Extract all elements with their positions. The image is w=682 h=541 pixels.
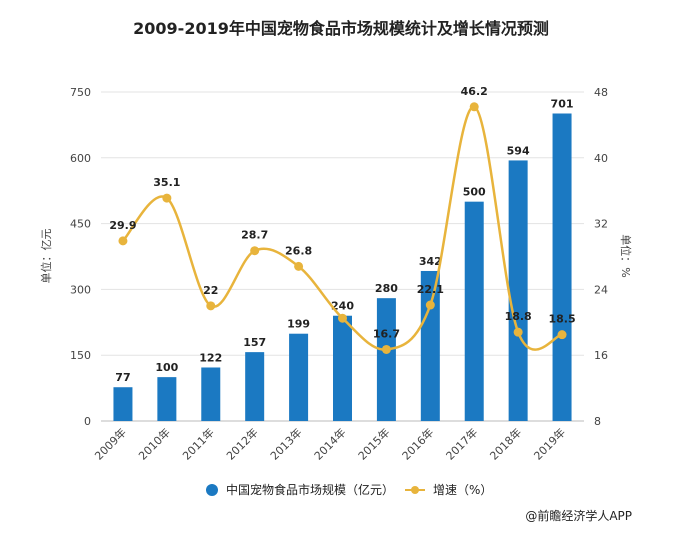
left-axis-ticks: 0 150 300 450 600 750 (70, 86, 91, 428)
bar-data-label: 701 (551, 97, 574, 110)
bar-data-labels: 77 100 122 157 199 240 280 342 500 594 701 (115, 97, 573, 384)
growth-data-label: 18.8 (505, 310, 532, 323)
growth-data-label: 28.7 (241, 229, 268, 242)
bar (157, 377, 177, 421)
bar-data-label: 240 (331, 300, 354, 313)
x-tick-label: 2019年 (531, 425, 568, 462)
x-tick-label: 2017年 (443, 425, 480, 462)
right-axis-title: 单位：% (619, 234, 633, 277)
right-tick-label: 8 (594, 415, 601, 428)
bar (508, 160, 528, 421)
x-tick-label: 2015年 (355, 425, 392, 462)
bar-data-label: 342 (419, 255, 442, 268)
growth-point (513, 327, 523, 337)
bar-data-label: 500 (463, 186, 486, 199)
x-tick-label: 2016年 (399, 425, 436, 462)
x-tick-label: 2014年 (311, 425, 348, 462)
right-tick-label: 32 (594, 218, 608, 231)
bar (464, 201, 484, 421)
bar (289, 333, 309, 421)
legend: 中国宠物食品市场规模（亿元） 增速（%） (206, 482, 492, 497)
growth-point (162, 193, 172, 203)
bar-data-label: 199 (287, 318, 310, 331)
left-tick-label: 300 (70, 283, 91, 296)
growth-point (469, 102, 479, 112)
growth-point (381, 344, 391, 354)
growth-data-label: 46.2 (461, 85, 488, 98)
left-tick-label: 600 (70, 152, 91, 165)
right-tick-label: 48 (594, 86, 608, 99)
growth-data-label: 35.1 (153, 176, 180, 189)
bar (201, 367, 221, 421)
right-tick-label: 16 (594, 349, 608, 362)
growth-point (294, 261, 304, 271)
line-series (118, 102, 567, 354)
growth-data-label: 29.9 (109, 219, 136, 232)
growth-data-label: 22.1 (417, 283, 444, 296)
bar-data-label: 122 (199, 351, 222, 364)
x-tick-label: 2018年 (487, 425, 524, 462)
growth-point (250, 246, 260, 256)
bar-data-label: 77 (115, 371, 130, 384)
left-tick-label: 450 (70, 218, 91, 231)
bar (376, 298, 396, 421)
bar-data-label: 157 (243, 336, 266, 349)
growth-data-label: 16.7 (373, 327, 400, 340)
x-tick-label: 2012年 (223, 425, 260, 462)
left-tick-label: 150 (70, 349, 91, 362)
growth-point (557, 330, 567, 340)
bar-data-label: 280 (375, 282, 398, 295)
growth-point (206, 301, 216, 311)
legend-line-label: 增速（%） (433, 483, 492, 497)
right-tick-label: 40 (594, 152, 608, 165)
left-tick-label: 750 (70, 86, 91, 99)
left-tick-label: 0 (84, 415, 91, 428)
bar (333, 315, 352, 421)
bar-data-label: 594 (507, 144, 530, 157)
growth-data-label: 22 (203, 284, 218, 297)
right-axis-ticks: 8 16 24 32 40 48 (594, 86, 608, 428)
left-axis-title: 单位：亿元 (39, 229, 53, 284)
bar (113, 387, 133, 421)
chart-title: 2009-2019年中国宠物食品市场规模统计及增长情况预测 (133, 19, 549, 38)
growth-line (121, 105, 563, 351)
growth-point (338, 313, 347, 323)
growth-point (425, 300, 435, 310)
bar (245, 352, 265, 421)
bar (552, 113, 572, 422)
growth-point (118, 236, 128, 246)
right-tick-label: 24 (594, 283, 608, 296)
legend-bar-marker (206, 484, 218, 496)
line-data-labels: 29.9 35.1 22 28.7 26.8 16.7 22.1 46.2 18.8 18.5 (109, 85, 575, 341)
bar-series (113, 113, 572, 422)
growth-data-label: 18.5 (548, 313, 575, 326)
growth-data-label: 26.8 (285, 244, 312, 257)
x-tick-label: 2013年 (267, 425, 304, 462)
x-axis-ticks: 2009年 2010年 2011年 2012年 2013年 2014年 2015年 2016年… (92, 425, 569, 462)
x-tick-label: 2011年 (179, 425, 216, 462)
legend-bar-label: 中国宠物食品市场规模（亿元） (226, 482, 394, 497)
grid (101, 91, 584, 422)
x-tick-label: 2010年 (136, 425, 173, 462)
bar (420, 270, 440, 421)
legend-line-marker (411, 486, 419, 494)
x-tick-label: 2009年 (92, 425, 129, 462)
bar-data-label: 100 (155, 361, 178, 374)
source-credit: @前瞻经济学人APP (525, 508, 632, 523)
